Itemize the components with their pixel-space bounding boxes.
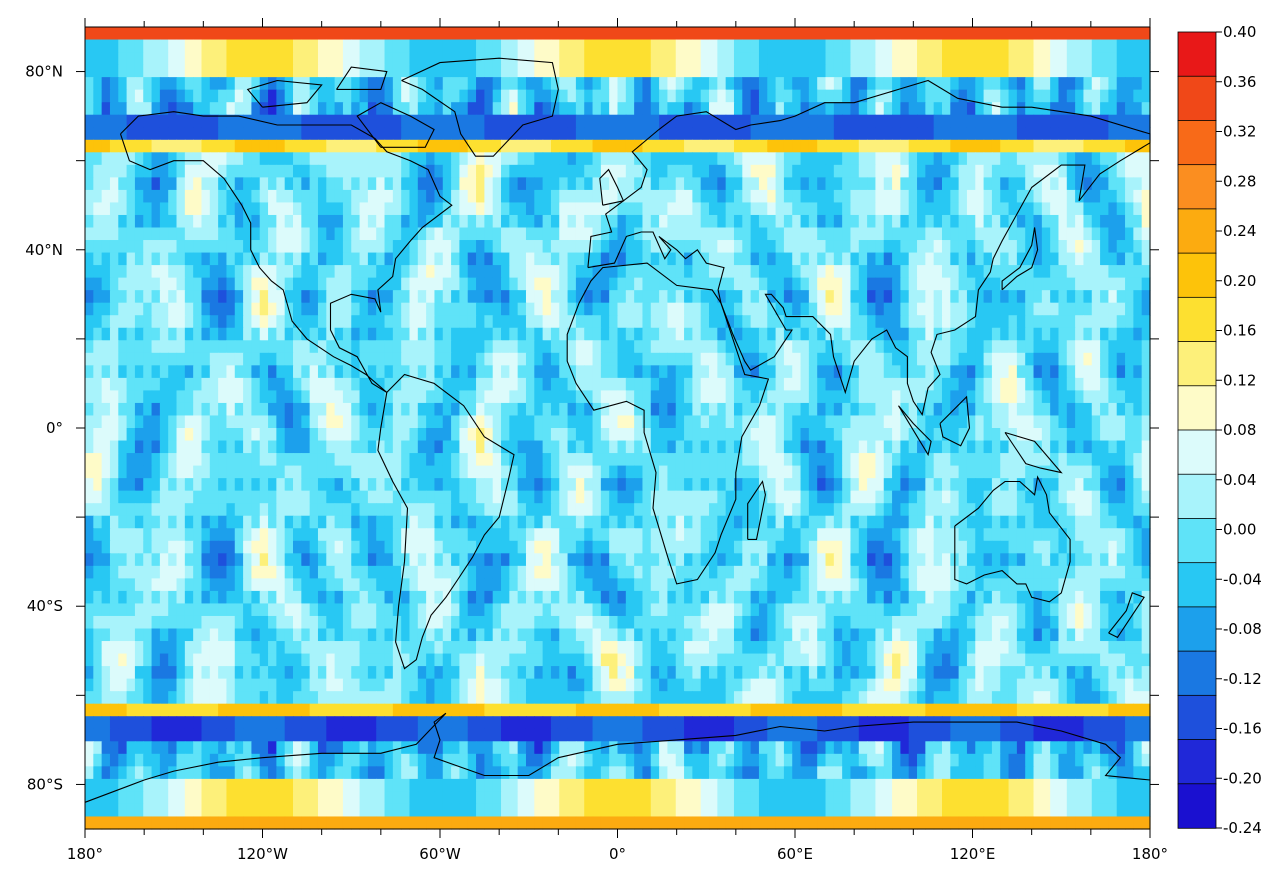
y-axis: 80°N 40°N 0° 40°S 80°S [25, 63, 1159, 793]
colorbar-label: -0.12 [1223, 670, 1262, 688]
colorbar-label: 0.08 [1223, 421, 1256, 439]
colorbar-swatch [1177, 694, 1217, 741]
x-tick-label: 60°E [777, 845, 813, 863]
colorbar-swatch [1177, 75, 1217, 122]
coastline-path [587, 79, 1151, 416]
coastline-path [401, 57, 559, 157]
colorbar-swatch [1177, 518, 1217, 564]
colorbar-swatch [1177, 562, 1217, 608]
colorbar-label: 0.04 [1223, 471, 1256, 489]
colorbar-label: 0.28 [1223, 172, 1256, 190]
colorbar-label: 0.12 [1223, 371, 1256, 389]
colorbar-swatch [1177, 385, 1217, 431]
colorbar-swatch [1177, 120, 1217, 166]
coastline-path [377, 373, 515, 670]
coastline-path [566, 262, 770, 585]
coastline-path [939, 395, 971, 447]
x-tick-label: 0° [609, 845, 626, 863]
coastline-path [954, 475, 1071, 603]
x-tick-label: 180° [67, 845, 103, 863]
colorbar-label: -0.20 [1223, 769, 1262, 787]
colorbar-swatch [1177, 252, 1217, 299]
colorbar-label: -0.08 [1223, 620, 1262, 638]
colorbar-label: 0.00 [1223, 521, 1256, 539]
colorbar-label: 0.36 [1223, 73, 1256, 91]
colorbar-label: -0.04 [1223, 570, 1262, 588]
coastline-path [1001, 227, 1039, 291]
colorbar-label: -0.24 [1223, 819, 1262, 837]
colorbar-label: 0.20 [1223, 272, 1256, 290]
coastline-path [1004, 431, 1063, 474]
colorbar-swatch [1177, 31, 1217, 77]
y-tick-label: 0° [46, 419, 63, 437]
coastline-path [898, 405, 932, 457]
colorbar-swatch [1177, 341, 1217, 387]
coastline-path [336, 66, 388, 90]
x-tick-label: 120°W [237, 845, 288, 863]
colorbar: 0.40 0.36 0.32 0.28 0.24 0.20 0.16 0.12 0.08 0.04… [1177, 23, 1262, 837]
coastline-path [119, 111, 453, 393]
x-tick-label: 60°W [419, 845, 461, 863]
colorbar-swatch [1177, 783, 1217, 829]
coastlines [84, 57, 1151, 803]
coastline-path [599, 168, 625, 206]
coastline-path [246, 79, 323, 108]
colorbar-swatch [1177, 606, 1217, 652]
y-tick-label: 40°N [25, 241, 63, 259]
coastline-path [1108, 592, 1145, 639]
colorbar-label: 0.40 [1223, 23, 1256, 41]
coastline-path [747, 480, 766, 540]
colorbar-label: 0.16 [1223, 322, 1256, 340]
x-tick-label: 120°E [950, 845, 996, 863]
field-grid [85, 27, 1151, 830]
colorbar-swatch [1177, 296, 1217, 343]
y-tick-label: 80°N [25, 63, 63, 81]
coastline-path [356, 102, 435, 148]
colorbar-swatch [1177, 208, 1217, 254]
x-axis: 180° 120°W 60°W 0° 60°E 120°E 180° [67, 18, 1168, 863]
colorbar-label: -0.16 [1223, 720, 1262, 738]
x-tick-label: 180° [1132, 845, 1168, 863]
coastline-path [84, 712, 1151, 803]
colorbar-label: 0.24 [1223, 222, 1256, 240]
colorbar-swatch [1177, 650, 1217, 697]
colorbar-swatch [1177, 473, 1217, 520]
y-tick-label: 80°S [27, 775, 63, 793]
colorbar-swatch [1177, 429, 1217, 475]
colorbar-swatch [1177, 164, 1217, 210]
y-tick-label: 40°S [27, 597, 63, 615]
colorbar-label: 0.32 [1223, 123, 1256, 141]
colorbar-swatch [1177, 739, 1217, 785]
